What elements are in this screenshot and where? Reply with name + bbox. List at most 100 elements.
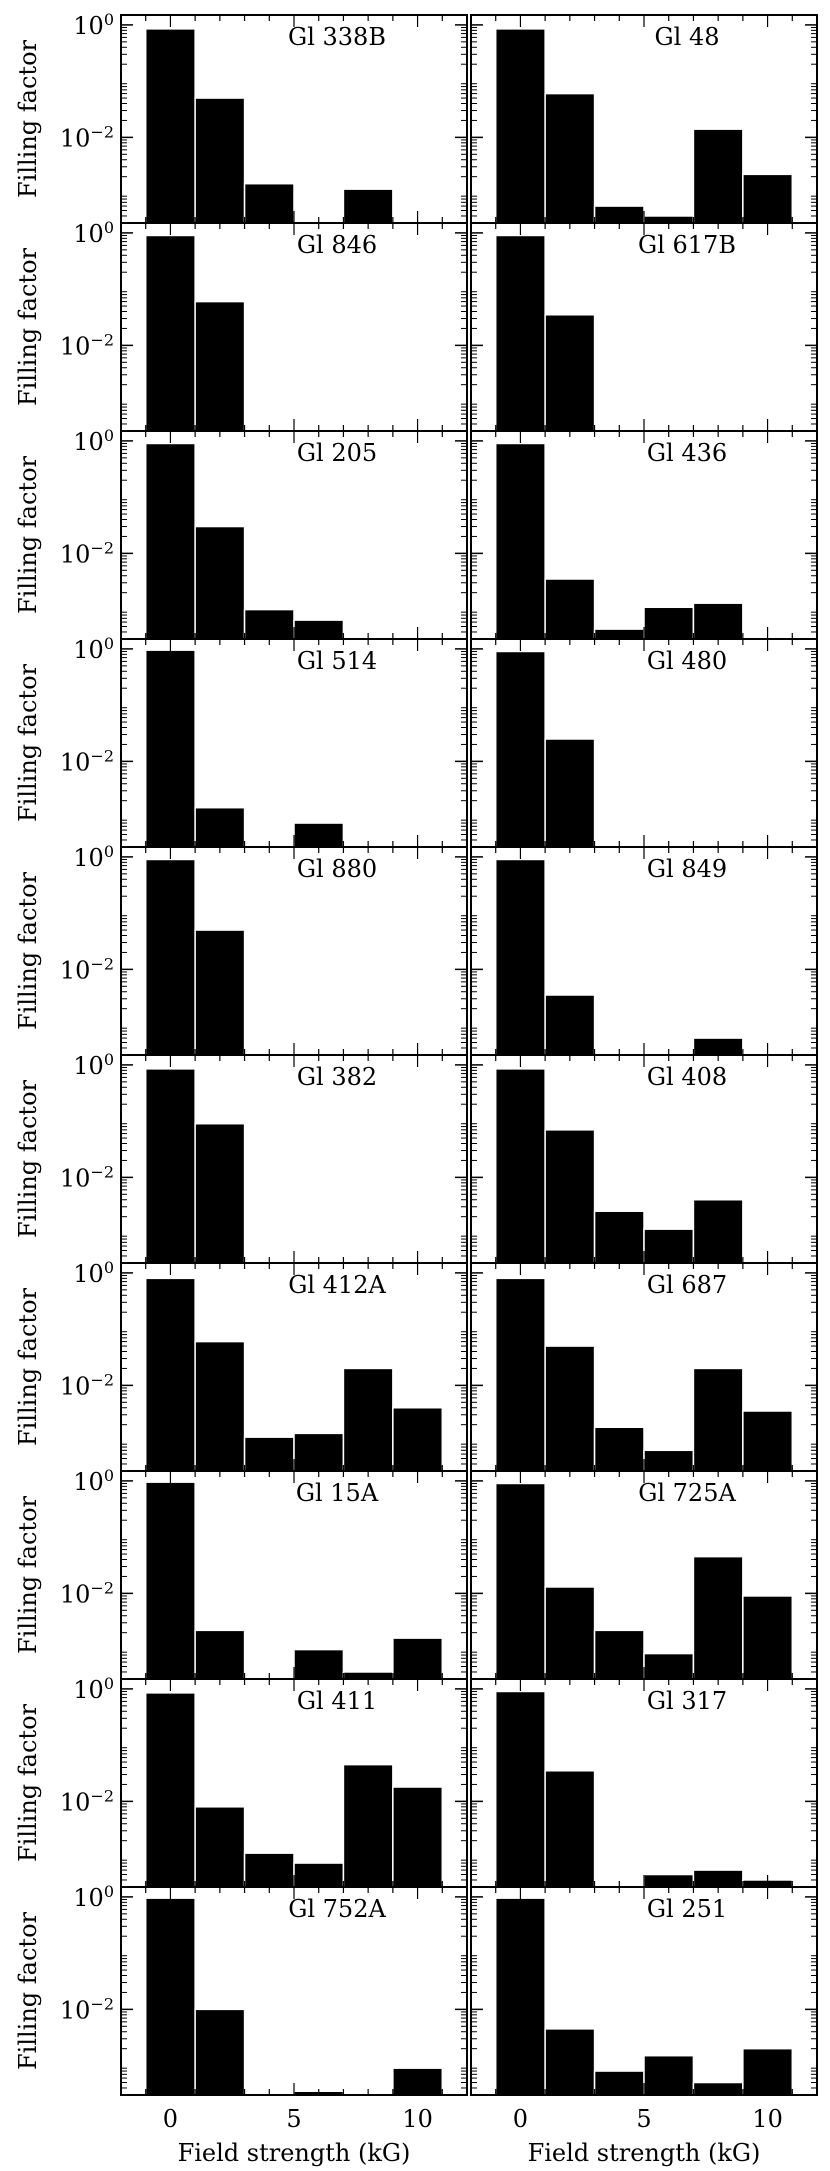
x-tick-label: 0 xyxy=(513,2105,528,2133)
bar xyxy=(494,1690,546,1888)
bar xyxy=(593,1629,645,1680)
bar xyxy=(144,442,196,640)
bar xyxy=(692,1367,744,1472)
y-tick-label: 10−2 xyxy=(60,1786,114,1817)
panel-gl-317: Gl 317 xyxy=(470,1678,818,1888)
bar xyxy=(144,234,196,432)
bar xyxy=(593,1210,645,1264)
panel-title: Gl 846 xyxy=(297,231,377,259)
y-axis-label: Filling factor xyxy=(14,663,42,822)
bar xyxy=(144,28,196,224)
bar xyxy=(494,1897,546,2096)
panel-gl-514: Gl 514 100 10−2 Filling factor xyxy=(14,633,468,848)
panel-gl-408: Gl 408 xyxy=(470,1054,818,1264)
panel-title: Gl 617B xyxy=(638,231,736,259)
y-axis-label: Filling factor xyxy=(14,39,42,198)
panel-gl-849: Gl 849 xyxy=(470,846,818,1056)
bar xyxy=(544,1770,596,1888)
bar xyxy=(742,1595,794,1680)
panel-gl-382: Gl 382 100 10−2 Filling factor xyxy=(14,1049,468,1264)
y-tick-label: 10−2 xyxy=(60,954,114,985)
bar xyxy=(194,929,246,1056)
y-axis-label: Filling factor xyxy=(14,1911,42,2070)
y-tick-label: 100 xyxy=(73,1673,114,1704)
bar xyxy=(544,994,596,1056)
y-tick-label: 100 xyxy=(73,425,114,456)
bar xyxy=(194,1340,246,1472)
panel-title: Gl 849 xyxy=(647,855,727,883)
y-axis-label: Filling factor xyxy=(14,871,42,1030)
panel-gl-338b: Gl 338B 100 10−2 Filling factor xyxy=(14,9,468,224)
bar xyxy=(494,234,546,432)
bar xyxy=(544,1129,596,1264)
bar xyxy=(494,650,546,848)
bar xyxy=(544,1586,596,1680)
bar xyxy=(144,858,196,1056)
bar xyxy=(494,442,546,640)
panel-title: Gl 338B xyxy=(288,23,386,51)
y-tick-label: 100 xyxy=(73,9,114,40)
bar xyxy=(243,182,295,224)
bar xyxy=(692,1198,744,1264)
y-axis-label: Filling factor xyxy=(14,247,42,406)
bar xyxy=(342,1763,394,1888)
y-tick-label: 10−2 xyxy=(60,122,114,153)
y-tick-label: 100 xyxy=(73,217,114,248)
panel-title: Gl 412A xyxy=(288,1271,386,1299)
panel-title: Gl 436 xyxy=(647,439,727,467)
panel-gl-15a: Gl 15A 100 10−2 Filling factor xyxy=(14,1465,468,1680)
y-tick-label: 10−2 xyxy=(60,1370,114,1401)
panel-title: Gl 514 xyxy=(297,647,377,675)
bar xyxy=(144,1068,196,1264)
panel-gl-48: Gl 48 xyxy=(470,14,818,224)
panel-gl-725a: Gl 725A xyxy=(470,1470,818,1680)
x-tick-label: 5 xyxy=(636,2105,651,2133)
x-tick-label: 5 xyxy=(286,2105,301,2133)
x-axis-label: Field strength (kG) xyxy=(528,2139,761,2167)
x-tick-label: 10 xyxy=(402,2105,433,2133)
y-tick-label: 100 xyxy=(73,1257,114,1288)
bar xyxy=(494,1482,546,1680)
bar xyxy=(194,1629,246,1680)
bar xyxy=(342,1367,394,1472)
y-axis-label: Filling factor xyxy=(14,1287,42,1446)
x-tick-label: 0 xyxy=(163,2105,178,2133)
bar xyxy=(494,858,546,1056)
panel-gl-846: Gl 846 100 10−2 Filling factor xyxy=(14,217,468,432)
panel-title: Gl 205 xyxy=(297,439,377,467)
panel-title: Gl 317 xyxy=(647,1687,727,1715)
bar xyxy=(194,806,246,848)
panel-gl-752a: Gl 752A 100 10−2 Filling factor 0 5 10 Field st… xyxy=(14,1881,468,2167)
x-tick-label: 10 xyxy=(752,2105,783,2133)
bar xyxy=(392,1786,444,1888)
bar xyxy=(194,2008,246,2096)
bar xyxy=(194,1806,246,1888)
y-tick-label: 100 xyxy=(73,1049,114,1080)
bar xyxy=(544,1345,596,1472)
bar xyxy=(494,28,546,224)
bar xyxy=(494,1068,546,1264)
panel-title: Gl 15A xyxy=(296,1479,379,1507)
panel-title: Gl 880 xyxy=(297,855,377,883)
panel-title: Gl 725A xyxy=(638,1479,736,1507)
y-tick-label: 100 xyxy=(73,841,114,872)
bar xyxy=(144,649,196,848)
x-axis-label: Field strength (kG) xyxy=(178,2139,411,2167)
bar xyxy=(144,1897,196,2096)
panel-title: Gl 480 xyxy=(647,647,727,675)
panel-gl-205: Gl 205 100 10−2 Filling factor xyxy=(14,425,468,640)
y-tick-label: 10−2 xyxy=(60,1162,114,1193)
panel-gl-617b: Gl 617B xyxy=(470,222,818,432)
bar xyxy=(194,97,246,224)
bar xyxy=(194,1122,246,1264)
panel-title: Gl 382 xyxy=(297,1063,377,1091)
y-axis-label: Filling factor xyxy=(14,455,42,614)
y-tick-label: 10−2 xyxy=(60,538,114,569)
panel-title: Gl 408 xyxy=(647,1063,727,1091)
bar xyxy=(544,314,596,432)
panel-title: Gl 48 xyxy=(654,23,719,51)
panel-gl-880: Gl 880 100 10−2 Filling factor xyxy=(14,841,468,1056)
y-tick-label: 10−2 xyxy=(60,1994,114,2025)
panel-gl-411: Gl 411 100 10−2 Filling factor xyxy=(14,1673,468,1888)
y-tick-label: 10−2 xyxy=(60,330,114,361)
